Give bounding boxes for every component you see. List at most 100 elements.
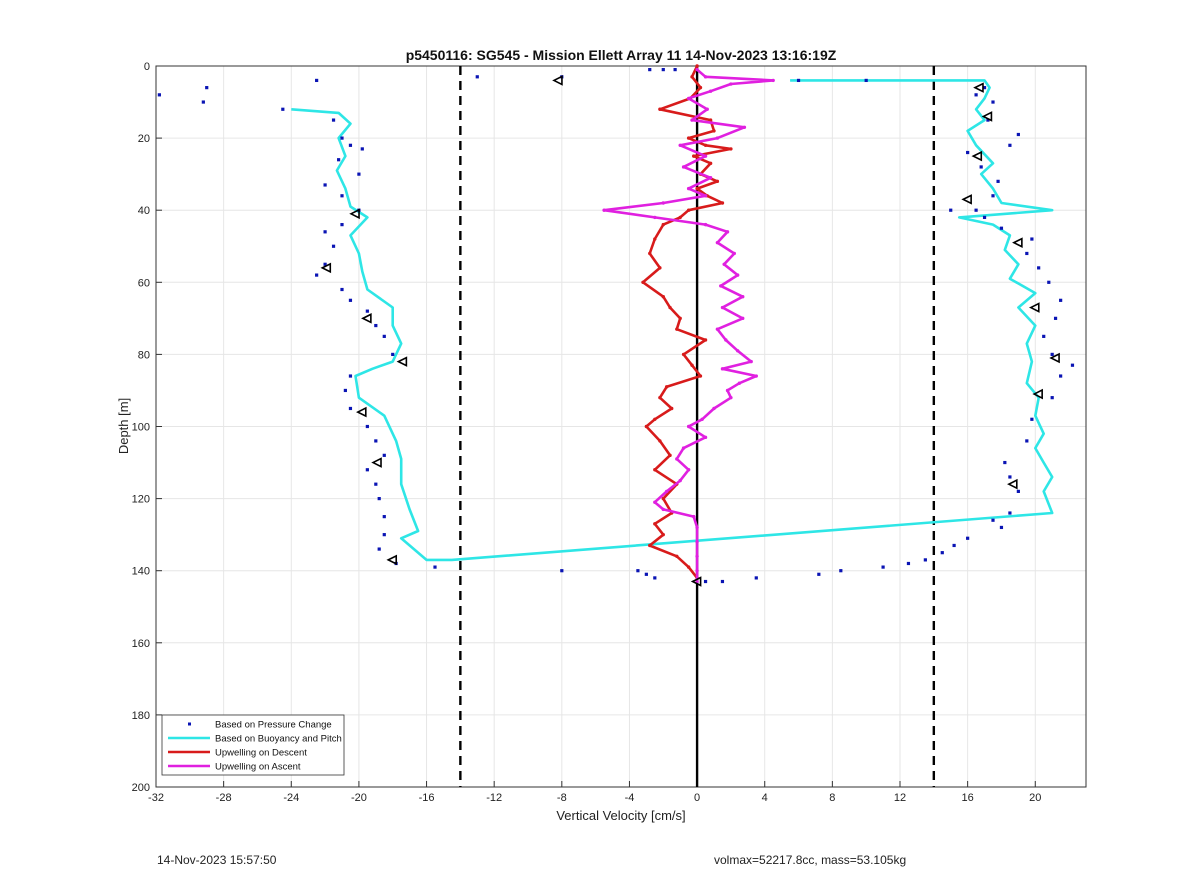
x-tick-label: 8 [829,792,835,804]
triangle-marker [1049,352,1060,364]
pressure-change-point [648,68,652,72]
upwelling-point [695,67,699,72]
pressure-change-point [475,75,479,79]
upwelling-point [705,107,709,111]
pressure-change-point [348,374,353,378]
triangle-marker [961,194,972,205]
pressure-change-point [986,118,990,122]
upwelling-point [708,89,713,93]
upwelling-point [754,374,758,378]
upwelling-point [670,406,674,411]
y-tick-label: 40 [138,205,150,217]
legend: Based on Pressure Change Based on Buoyanc… [161,714,345,776]
pressure-change-point [940,551,944,555]
upwelling-point [648,251,652,256]
pressure-change-point [817,572,821,576]
pressure-change-point [323,183,327,187]
pressure-change-point [365,468,369,472]
upwelling-point [703,338,708,342]
pressure-change-point [1025,439,1029,443]
triangle-marker [371,457,382,468]
pressure-change-point [881,565,885,569]
legend-label: Based on Pressure Change [215,720,332,731]
upwelling-point [661,222,665,227]
x-tick-label: -4 [625,792,635,804]
upwelling-point [692,154,696,158]
pressure-change-point [377,547,381,551]
series-buoyancy-pitch [291,79,1054,562]
upwelling-point [695,569,699,573]
upwelling-point [703,194,708,198]
triangle-marker [552,75,563,86]
x-tick-label: 0 [694,792,700,804]
triangle-marker [1007,478,1018,490]
x-axis-label: Vertical Velocity [cm/s] [556,808,685,823]
pressure-change-point [1003,460,1007,465]
upwelling-point [690,118,694,122]
pressure-change-point [323,230,327,234]
triangle-marker [396,356,408,367]
pressure-change-point [1030,417,1034,421]
triangle-marker [971,150,983,162]
pressure-change-point [1053,316,1058,320]
upwelling-point [661,295,665,299]
upwelling-point [703,222,708,227]
pressure-change-point [382,515,386,519]
triangle-marker [1012,237,1023,248]
ticks-layer: -32 -28 -24 -20 -16 -12 -8 -4 0 4 8 12 16 20020406080… [132,61,1042,804]
upwelling-point [686,468,691,472]
pressure-change-point [974,208,978,212]
marker-layer [320,75,1060,587]
pressure-change-point [348,143,353,147]
pressure-change-point [560,569,564,573]
pressure-change-point [1059,374,1063,378]
upwelling-point [715,136,720,140]
upwelling-point [703,143,708,148]
pressure-change-point [754,576,758,580]
series-upwelling-ascent-points [602,67,775,584]
upwelling-point [658,395,662,400]
pressure-change-point [999,525,1004,530]
upwelling-point [712,406,716,411]
upwelling-point [602,208,606,212]
upwelling-point [658,107,662,111]
upwelling-point [686,565,691,569]
upwelling-point [658,439,662,443]
series-pressure-change [157,68,1075,584]
upwelling-point [732,251,736,256]
upwelling-point [735,273,740,277]
triangle-marker [973,82,984,93]
y-tick-label: 0 [144,61,150,73]
x-tick-label: 4 [762,792,768,804]
pressure-change-point [949,208,953,212]
x-tick-label: -8 [557,792,567,804]
upwelling-point [703,154,708,158]
upwelling-point [771,78,775,83]
pressure-change-point [157,93,161,97]
upwelling-point [690,363,694,367]
upwelling-point [653,417,657,421]
upwelling-point [644,424,649,429]
upwelling-point [653,468,657,472]
pressure-change-point [673,68,677,72]
y-axis-label: Depth [m] [116,398,131,454]
upwelling-point [715,327,720,331]
pressure-change-point [365,424,369,429]
upwelling-point [695,554,699,558]
upwelling-point [725,230,730,234]
pressure-change-point [348,406,353,411]
x-tick-label: -20 [351,792,367,804]
pressure-change-point [348,298,353,302]
upwelling-point [725,388,730,393]
triangle-marker [361,313,372,324]
pressure-change-point [340,194,344,198]
pressure-change-point [201,100,205,104]
upwelling-point [641,280,645,284]
upwelling-point [722,262,726,266]
pressure-change-point [1037,266,1041,270]
pressure-change-point [1070,363,1075,367]
pressure-change-point [1016,489,1020,493]
triangle-marker [349,208,360,220]
upwelling-point [715,240,720,245]
